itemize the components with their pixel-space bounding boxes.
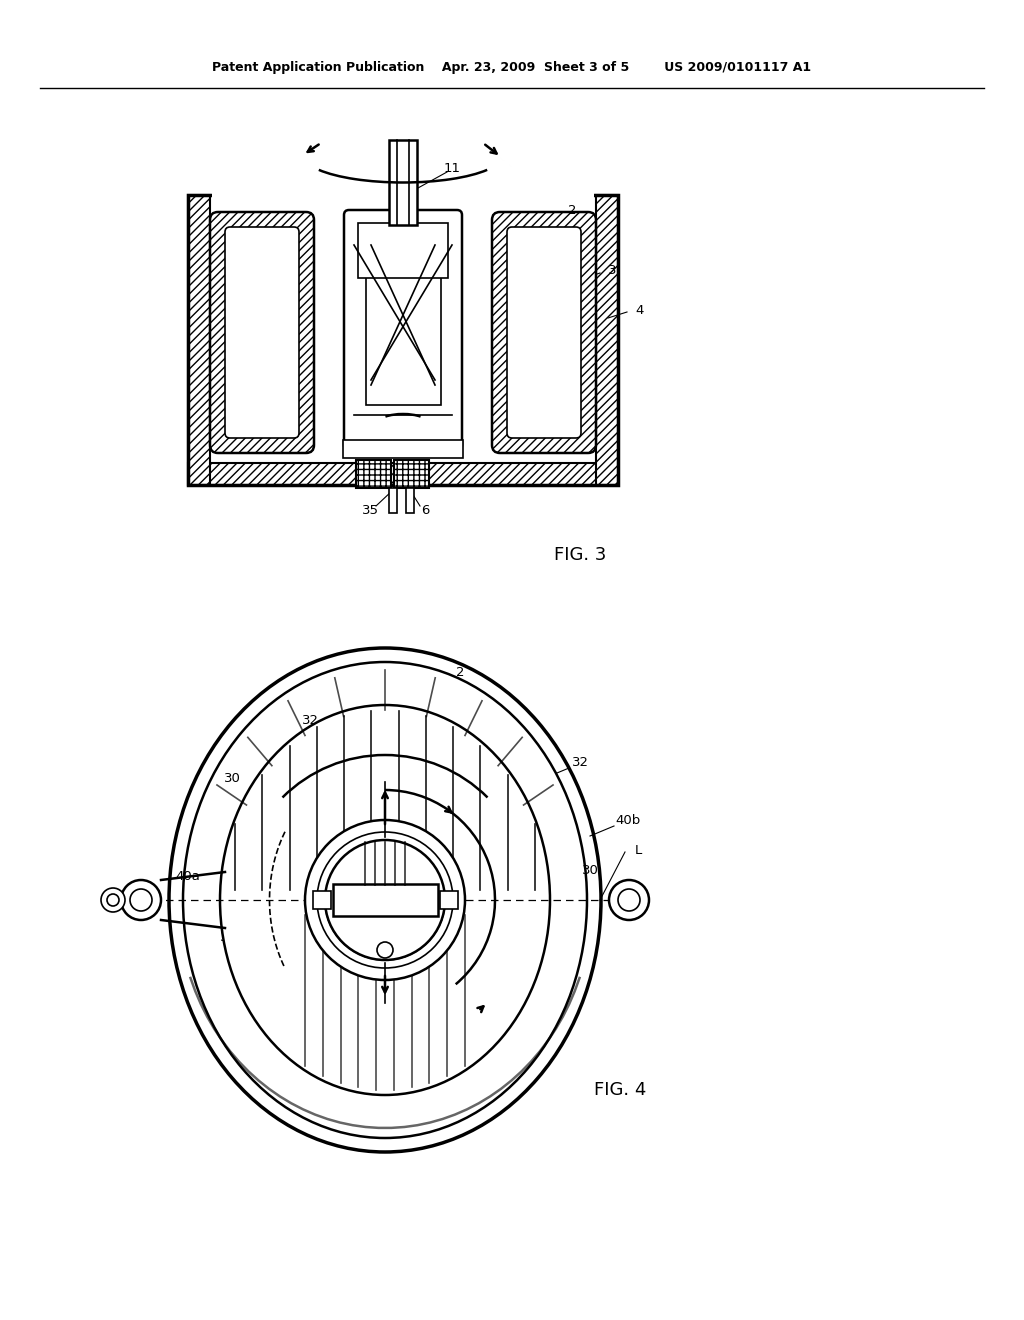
Ellipse shape: [220, 705, 550, 1096]
Text: 2: 2: [567, 203, 577, 216]
Text: 2: 2: [456, 665, 464, 678]
Bar: [358, 223, 449, 279]
FancyBboxPatch shape: [507, 227, 581, 438]
FancyBboxPatch shape: [225, 227, 299, 438]
Bar: [212, 191, 594, 198]
Text: 23: 23: [322, 975, 339, 989]
Circle shape: [609, 880, 649, 920]
Bar: [188, 195, 210, 484]
Text: 32: 32: [571, 755, 589, 768]
FancyBboxPatch shape: [492, 213, 596, 453]
Bar: [366, 224, 441, 405]
Bar: [394, 459, 429, 488]
Text: 30: 30: [223, 771, 241, 784]
Bar: [188, 195, 618, 484]
Text: 28: 28: [351, 1003, 369, 1016]
Text: 11: 11: [443, 161, 461, 174]
Bar: [394, 459, 429, 488]
Text: 40b: 40b: [615, 813, 641, 826]
Bar: [406, 488, 414, 513]
Text: 35: 35: [361, 503, 379, 516]
Circle shape: [101, 888, 125, 912]
FancyBboxPatch shape: [210, 213, 314, 453]
Text: 3: 3: [608, 264, 616, 276]
Bar: [188, 463, 618, 484]
Bar: [343, 440, 463, 458]
Text: 32: 32: [301, 714, 318, 726]
Text: 4: 4: [428, 1034, 436, 1047]
Circle shape: [377, 942, 393, 958]
Text: 34 (20b): 34 (20b): [219, 932, 276, 945]
Bar: [333, 884, 438, 916]
Text: 30: 30: [582, 863, 598, 876]
Text: Patent Application Publication    Apr. 23, 2009  Sheet 3 of 5        US 2009/010: Patent Application Publication Apr. 23, …: [212, 62, 812, 74]
Circle shape: [121, 880, 161, 920]
Circle shape: [130, 888, 152, 911]
Bar: [389, 488, 397, 513]
FancyBboxPatch shape: [344, 210, 462, 450]
Ellipse shape: [169, 648, 601, 1152]
Circle shape: [618, 888, 640, 911]
Text: 40a: 40a: [175, 870, 201, 883]
Ellipse shape: [183, 663, 587, 1138]
Bar: [389, 140, 417, 224]
Text: 3: 3: [456, 1023, 464, 1036]
Wedge shape: [325, 900, 445, 960]
Bar: [313, 891, 331, 909]
Text: 11: 11: [377, 1031, 393, 1044]
Circle shape: [106, 894, 119, 906]
Bar: [440, 891, 458, 909]
Text: FIG. 4: FIG. 4: [594, 1081, 646, 1100]
Circle shape: [305, 820, 465, 979]
Bar: [356, 459, 391, 488]
Circle shape: [317, 832, 453, 968]
Text: L: L: [635, 843, 642, 857]
Bar: [356, 459, 391, 488]
Circle shape: [325, 840, 445, 960]
Text: 6: 6: [421, 503, 429, 516]
Text: 4: 4: [636, 304, 644, 317]
Bar: [596, 195, 618, 484]
Text: FIG. 3: FIG. 3: [554, 546, 606, 564]
